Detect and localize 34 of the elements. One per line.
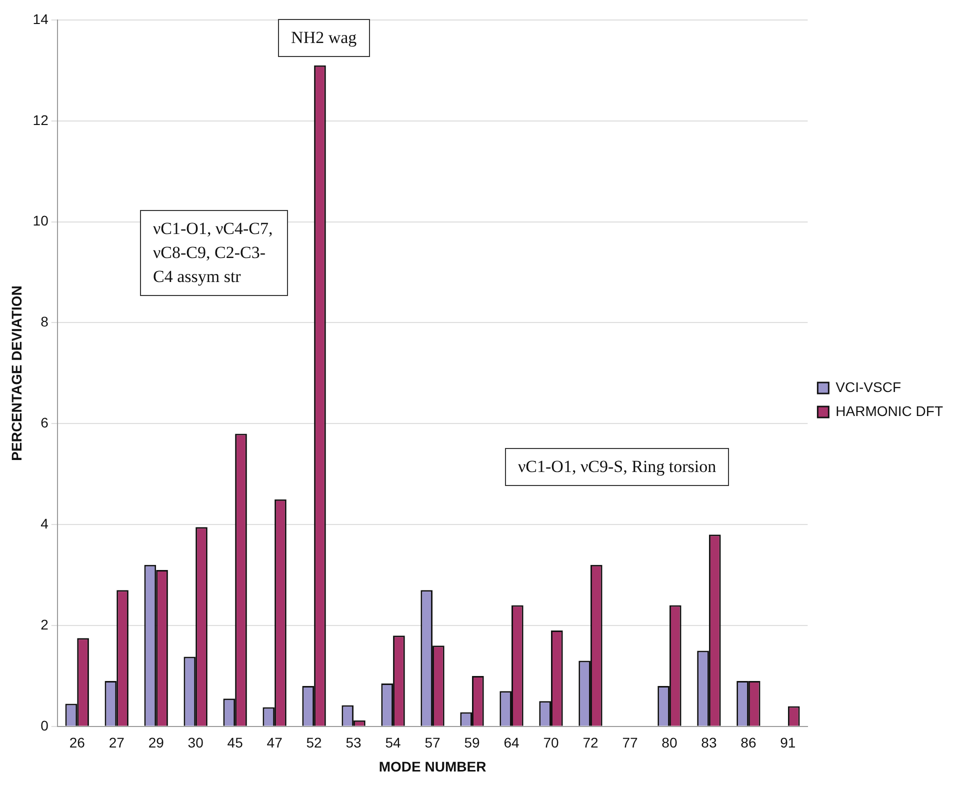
annotation: νC1-O1, νC9-S, Ring torsion <box>505 448 730 486</box>
x-tick-label: 54 <box>385 734 402 751</box>
y-axis-title: PERCENTAGE DEVIATION <box>8 286 24 461</box>
y-tick-label: 2 <box>40 616 49 632</box>
x-tick-label: 80 <box>662 734 678 751</box>
x-tick-label: 45 <box>227 734 244 751</box>
legend-label: HARMONIC DFT <box>836 402 944 419</box>
y-tick-label: 8 <box>40 314 49 330</box>
annotation: NH2 wag <box>278 19 370 58</box>
x-tick-label: 57 <box>424 734 441 751</box>
x-tick-label: 77 <box>622 734 638 751</box>
y-tick-label: 0 <box>40 717 49 734</box>
x-tick-label: 52 <box>306 734 322 751</box>
y-tick-label: 4 <box>40 515 49 532</box>
x-tick-label: 72 <box>582 734 598 751</box>
x-tick-label: 53 <box>346 734 362 751</box>
x-tick-label: 26 <box>69 734 86 751</box>
x-tick-label: 91 <box>780 734 796 751</box>
x-tick-label: 64 <box>504 734 520 751</box>
x-tick-label: 27 <box>108 734 125 751</box>
y-tick-label: 12 <box>32 112 49 128</box>
x-tick-label: 29 <box>148 734 164 751</box>
x-tick-label: 83 <box>701 734 717 751</box>
y-tick-label: 6 <box>40 414 49 431</box>
x-tick-label: 70 <box>543 734 559 751</box>
legend-label: VCI-VSCF <box>836 378 902 395</box>
x-axis-title: MODE NUMBER <box>378 758 486 774</box>
x-tick-label: 59 <box>464 734 480 751</box>
x-tick-label: 47 <box>266 734 283 751</box>
annotation: νC1-O1, νC4-C7, νC8-C9, C2-C3-C4 assym str <box>140 210 288 296</box>
y-tick-label: 10 <box>32 212 49 229</box>
x-tick-label: 30 <box>188 734 204 751</box>
x-tick-label: 86 <box>740 734 756 751</box>
y-tick-label: 14 <box>32 10 49 27</box>
